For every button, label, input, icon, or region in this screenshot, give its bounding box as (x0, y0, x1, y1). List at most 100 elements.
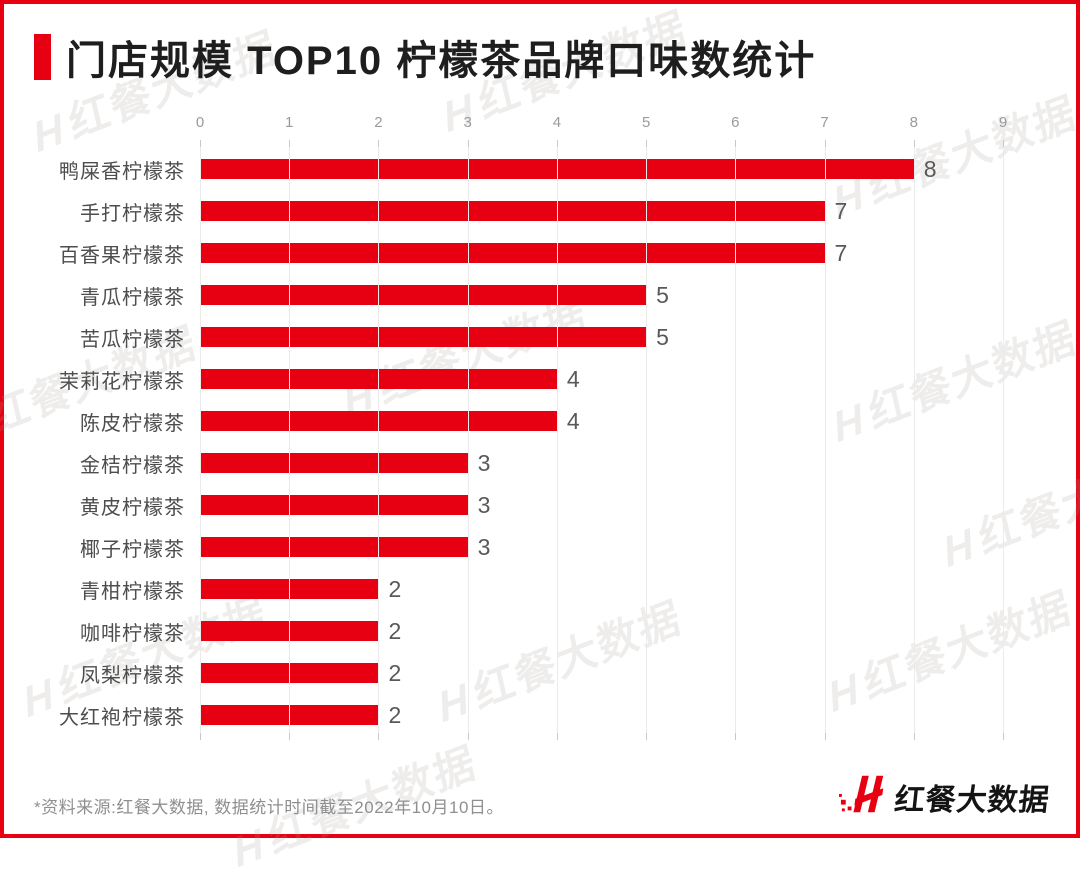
axis-tick-top (378, 140, 380, 147)
plot-area: 鸭屎香柠檬茶 8 手打柠檬茶 7 百香果柠檬茶 7 青瓜柠檬茶 5 苦瓜柠檬茶 5 茉莉花柠檬茶 4 陈… (4, 140, 1076, 740)
bar-track: 3 (200, 451, 1003, 475)
gridline (378, 140, 380, 740)
bar-track: 2 (200, 661, 1003, 685)
value-label: 3 (477, 533, 491, 560)
bar (200, 285, 647, 305)
axis-tick-label: 9 (998, 114, 1008, 131)
value-label: 8 (923, 155, 937, 182)
category-label: 手打柠檬茶 (80, 202, 185, 225)
value-label: 2 (388, 701, 402, 728)
bar-row: 陈皮柠檬茶 4 (4, 400, 1076, 442)
axis-tick-bottom (556, 733, 558, 740)
axis-tick-label: 2 (374, 114, 383, 131)
gridline (289, 140, 291, 740)
axis-tick-label: 6 (731, 114, 740, 131)
value-label: 5 (656, 281, 669, 308)
gridline (1003, 140, 1004, 740)
category-label: 大红袍柠檬茶 (59, 706, 185, 729)
bar (200, 201, 825, 221)
category-label: 茉莉花柠檬茶 (59, 370, 185, 393)
axis-tick-top (467, 140, 469, 147)
bar-row: 鸭屎香柠檬茶 8 (4, 148, 1076, 190)
category-label: 鸭屎香柠檬茶 (59, 160, 185, 183)
axis-tick-label: 0 (195, 114, 205, 131)
bar-row: 凤梨柠檬茶 2 (4, 652, 1076, 694)
gridline (200, 140, 201, 740)
axis-tick-label: 4 (552, 114, 562, 131)
axis-tick-top (289, 140, 291, 147)
category-label: 黄皮柠檬茶 (80, 496, 185, 519)
bar-row: 咖啡柠檬茶 2 (4, 610, 1076, 652)
axis-tick-bottom (200, 733, 201, 740)
axis-tick-bottom (1003, 733, 1004, 740)
axis-tick-top (824, 140, 826, 147)
bar (200, 327, 647, 347)
bar-row: 苦瓜柠檬茶 5 (4, 316, 1076, 358)
gridline (646, 140, 648, 740)
axis-tick-label: 1 (285, 114, 294, 131)
gridline (467, 140, 469, 740)
axis-tick-label: 8 (909, 114, 918, 131)
axis-tick-top (556, 140, 558, 147)
axis-tick-label: 3 (463, 114, 472, 131)
header: 门店规模 TOP10 柠檬茶品牌口味数统计 (34, 28, 816, 86)
category-label: 凤梨柠檬茶 (80, 664, 185, 687)
source-note: *资料来源:红餐大数据, 数据统计时间截至2022年10月10日。 (34, 798, 504, 817)
bar-row: 大红袍柠檬茶 2 (4, 694, 1076, 736)
gridline (556, 140, 558, 740)
value-label: 7 (834, 197, 848, 224)
bar (200, 537, 468, 557)
bar-row: 手打柠檬茶 7 (4, 190, 1076, 232)
category-label: 咖啡柠檬茶 (80, 622, 185, 645)
bar-row: 金桔柠檬茶 3 (4, 442, 1076, 484)
bar (200, 453, 468, 473)
bar-rows: 鸭屎香柠檬茶 8 手打柠檬茶 7 百香果柠檬茶 7 青瓜柠檬茶 5 苦瓜柠檬茶 5 茉莉花柠檬茶 4 陈… (4, 140, 1076, 740)
axis-tick-bottom (289, 733, 291, 740)
axis-tick-bottom (467, 733, 469, 740)
axis-tick-bottom (824, 733, 826, 740)
value-label: 7 (834, 239, 848, 266)
bar (200, 243, 825, 263)
value-label: 3 (477, 491, 491, 518)
bar (200, 495, 468, 515)
gridline (913, 140, 915, 740)
bar-row: 青柑柠檬茶 2 (4, 568, 1076, 610)
axis-tick-bottom (913, 733, 915, 740)
category-label: 青柑柠檬茶 (80, 580, 185, 603)
axis-tick-label: 7 (820, 114, 829, 131)
category-label: 椰子柠檬茶 (80, 538, 185, 561)
category-label: 陈皮柠檬茶 (80, 412, 185, 435)
axis-tick-bottom (378, 733, 380, 740)
axis-tick-top (735, 140, 737, 147)
bar-track: 2 (200, 617, 1003, 644)
value-label: 5 (656, 323, 669, 350)
axis-tick-label: 5 (641, 114, 651, 131)
value-label: 2 (388, 575, 402, 602)
bar-track: 3 (200, 491, 1003, 518)
brand-logo-h-icon (839, 771, 889, 822)
axis-tick-top (913, 140, 915, 147)
axis-tick-bottom (735, 733, 737, 740)
bar-track: 7 (200, 239, 1003, 266)
bar-track: 8 (200, 155, 1003, 182)
value-label: 4 (566, 407, 580, 434)
x-axis: 0 1 2 3 4 5 6 7 8 9 (4, 108, 1076, 140)
bar-row: 百香果柠檬茶 7 (4, 232, 1076, 274)
category-label: 苦瓜柠檬茶 (80, 328, 185, 351)
bar-row: 椰子柠檬茶 3 (4, 526, 1076, 568)
bar-track: 2 (200, 575, 1003, 602)
bar-track: 5 (200, 323, 1003, 350)
category-label: 金桔柠檬茶 (80, 454, 185, 477)
bar-track: 5 (200, 281, 1003, 308)
bar-row: 青瓜柠檬茶 5 (4, 274, 1076, 316)
axis-tick-top (1003, 140, 1004, 147)
bar-track: 4 (200, 407, 1003, 434)
category-label: 百香果柠檬茶 (59, 244, 185, 267)
gridline (824, 140, 826, 740)
axis-tick-bottom (646, 733, 648, 740)
bar-track: 4 (200, 367, 1003, 391)
value-label: 2 (388, 617, 402, 644)
title-accent-bar (34, 34, 51, 80)
watermark-h-icon: H (228, 818, 270, 877)
bar-track: 2 (200, 701, 1003, 728)
